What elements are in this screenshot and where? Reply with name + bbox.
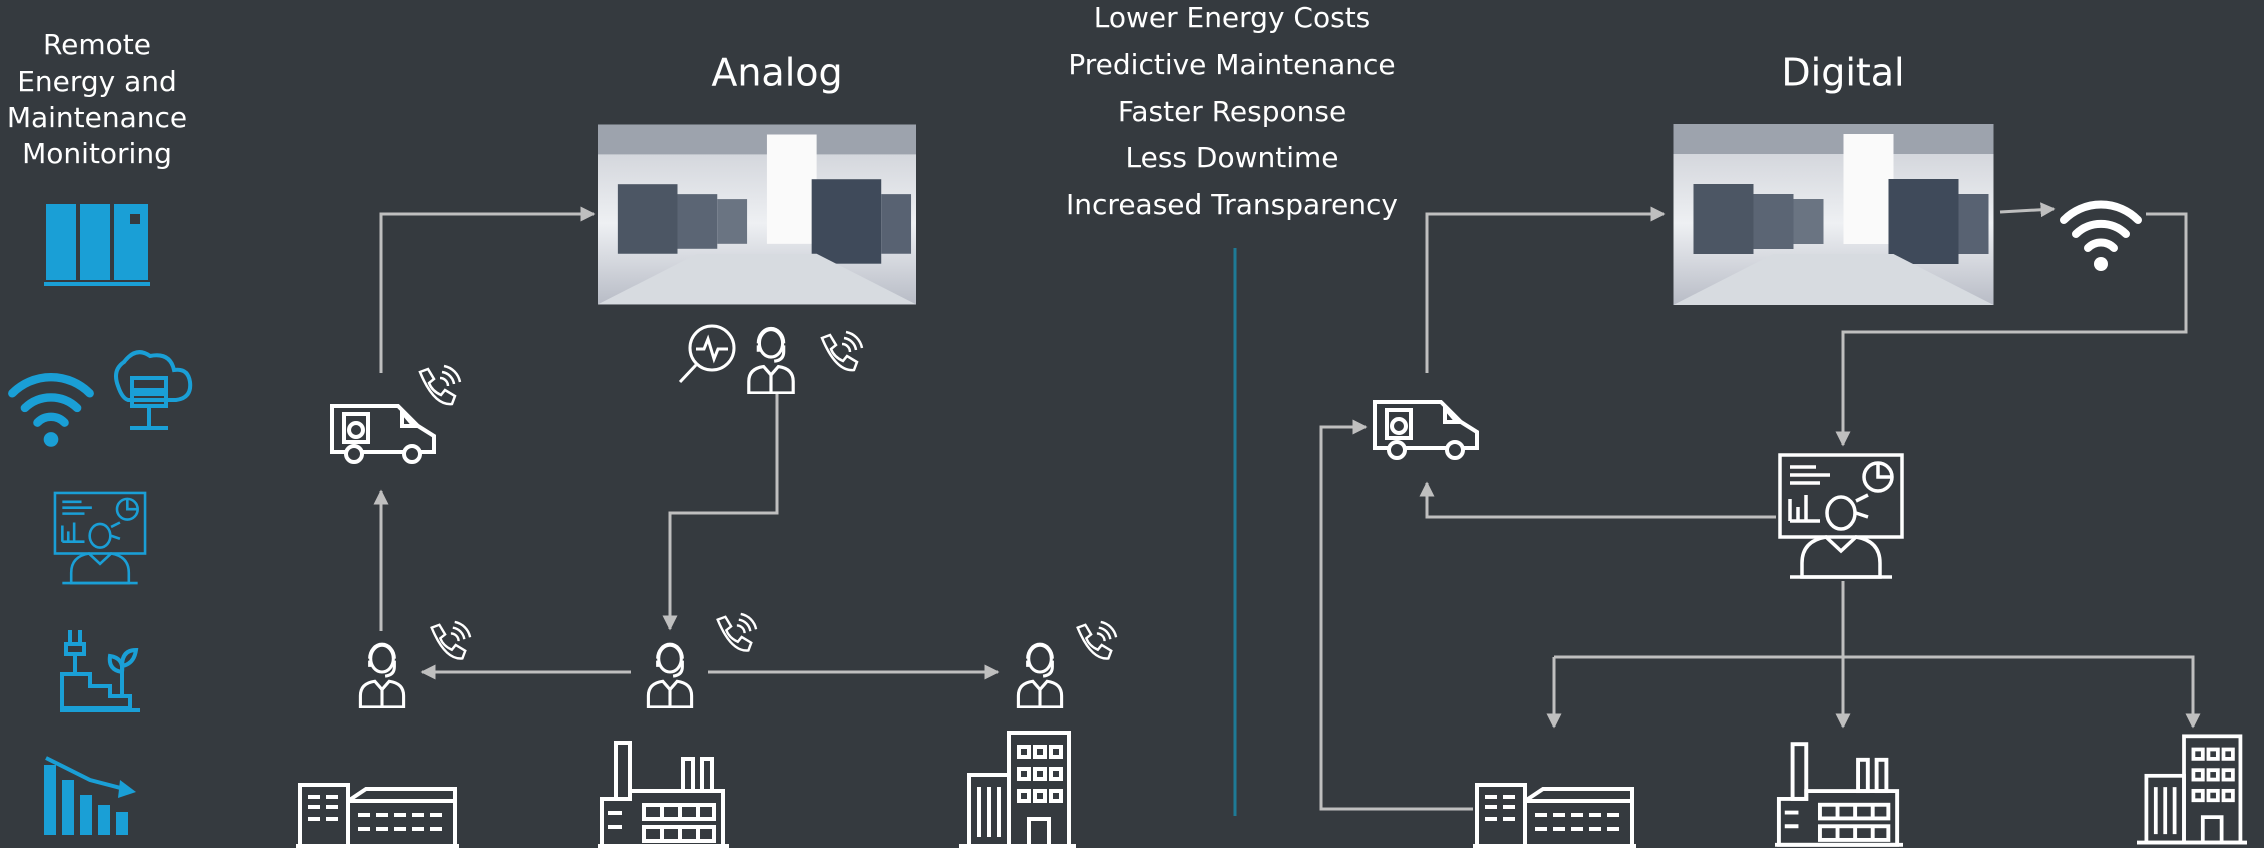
factory-icon: [1473, 783, 1636, 848]
benefits-list: Lower Energy Costs Predictive Maintenanc…: [1066, 1, 1398, 221]
building-icon: [2137, 734, 2247, 845]
arrow: [1419, 481, 1776, 519]
phone-icon: [1076, 620, 1118, 660]
phone-icon: [716, 612, 758, 652]
person-icon: [358, 642, 406, 708]
benefit: Less Downtime: [1125, 141, 1338, 174]
person-icon: [1016, 642, 1064, 708]
arrow: [1835, 212, 2188, 447]
arrow: [1554, 655, 2201, 729]
arrow: [1425, 206, 1666, 373]
analog-title: Analog: [711, 51, 842, 95]
van-icon: [332, 406, 434, 462]
diagnostic-icon: [678, 324, 736, 384]
panel-title-line: Maintenance: [7, 101, 187, 134]
technician-icon: [747, 326, 795, 394]
panel-title-line: Monitoring: [22, 137, 172, 170]
plant-icon: [1775, 742, 1903, 847]
van-icon: [1375, 402, 1477, 458]
arrow: [662, 393, 779, 631]
analog-diagram: [296, 124, 1118, 848]
monitor-icon: [53, 491, 147, 585]
phone-icon: [430, 620, 472, 660]
benefit: Increased Transparency: [1066, 188, 1398, 221]
digital-diagram: [1319, 124, 2247, 848]
plant-icon: [598, 741, 729, 848]
arrow: [1319, 419, 1473, 811]
wifi-icon: [12, 377, 89, 447]
panel-title-line: Remote: [43, 28, 151, 61]
savings-chart-icon: [44, 756, 136, 835]
benefit: Lower Energy Costs: [1094, 1, 1371, 34]
compressor-photo: [1673, 124, 1994, 305]
cabinet-icon: [44, 204, 150, 286]
benefit: Predictive Maintenance: [1068, 48, 1395, 81]
monitor-icon: [1778, 453, 1904, 579]
arrow: [1999, 202, 2056, 218]
benefit: Faster Response: [1118, 95, 1346, 128]
person-icon: [646, 642, 694, 708]
cloud-server-icon: [114, 350, 193, 430]
panel-title-line: Energy and: [17, 65, 177, 98]
factory-icon: [296, 783, 459, 848]
phone-icon: [418, 364, 462, 406]
phone-icon: [820, 330, 864, 372]
building-icon: [959, 731, 1076, 848]
wifi-icon: [2064, 205, 2138, 271]
arrow: [379, 206, 596, 373]
energy-icon: [60, 630, 140, 712]
compressor-photo: [598, 124, 916, 305]
left-panel: Remote Energy and Maintenance Monitoring: [7, 28, 193, 835]
digital-title: Digital: [1781, 51, 1904, 95]
